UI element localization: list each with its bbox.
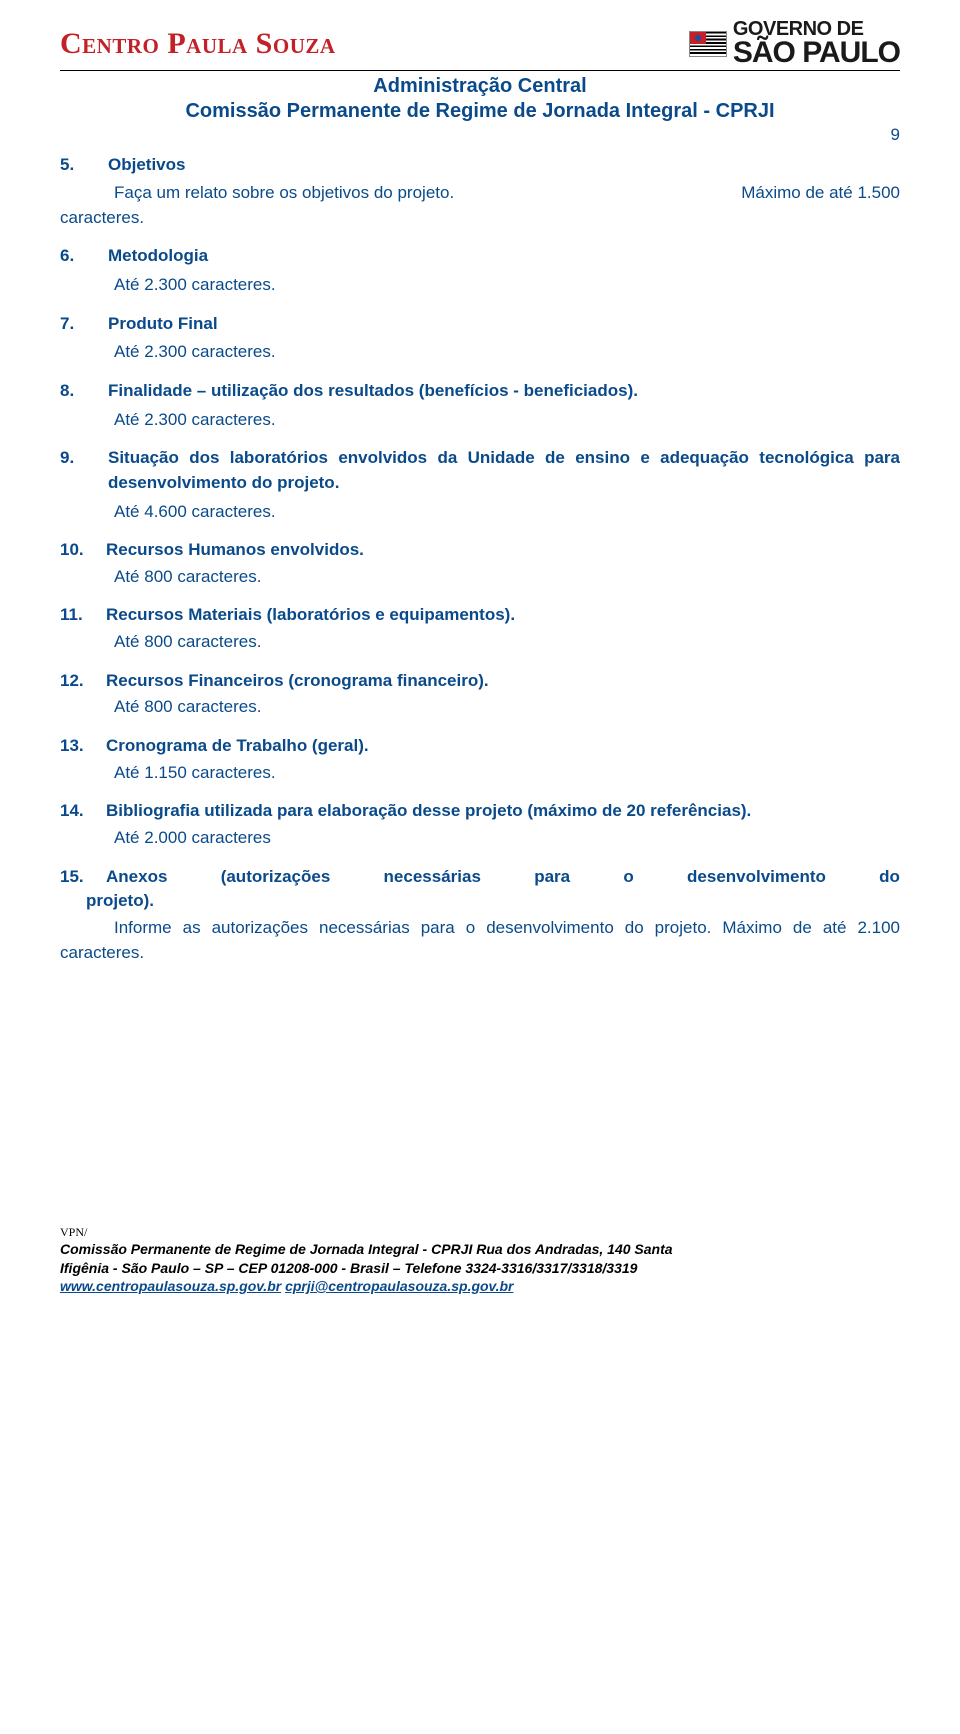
footer-vpn: VPN/	[60, 1225, 900, 1240]
section-limit: Até 2.300 caracteres.	[114, 408, 900, 433]
section-title: Situação dos laboratórios envolvidos da …	[108, 446, 900, 495]
section-title: Objetivos	[108, 153, 185, 178]
logo-governo-sp: GOVERNO DE SÃO PAULO	[689, 20, 900, 68]
body-left: Faça um relato sobre os objetivos do pro…	[114, 181, 454, 206]
section-num: 14.	[60, 799, 92, 824]
t6: desenvolvimento	[687, 865, 826, 890]
section-body: Informe as autorizações necessárias para…	[60, 916, 900, 965]
section-title: Bibliografia utilizada para elaboração d…	[106, 799, 900, 824]
t4: para	[534, 865, 570, 890]
section-num: 5.	[60, 153, 86, 178]
footer-email[interactable]: cprji@centropaulasouza.sp.gov.br	[285, 1278, 513, 1294]
page-number: 9	[60, 125, 900, 145]
section-num: 13.	[60, 734, 92, 759]
section-limit: Até 2.000 caracteres	[114, 826, 900, 851]
doc-title-1: Administração Central	[60, 75, 900, 98]
section-title: Cronograma de Trabalho (geral).	[106, 734, 369, 759]
section-title: Recursos Materiais (laboratórios e equip…	[106, 603, 515, 628]
t5: o	[623, 865, 633, 890]
section-14: 14. Bibliografia utilizada para elaboraç…	[60, 799, 900, 850]
section-body: Faça um relato sobre os objetivos do pro…	[114, 181, 900, 206]
footer: VPN/ Comissão Permanente de Regime de Jo…	[60, 1225, 900, 1294]
title-cont: projeto).	[86, 889, 900, 914]
header-logos: Centro Paula Souza GOVERNO DE SÃO PAULO	[60, 20, 900, 68]
logo-left-text: Centro Paula Souza	[60, 27, 336, 61]
section-num: 10.	[60, 538, 92, 563]
t7: do	[879, 865, 900, 890]
section-title: Recursos Financeiros (cronograma finance…	[106, 669, 489, 694]
section-title: Produto Final	[108, 312, 218, 337]
t3: necessárias	[384, 865, 481, 890]
section-num: 12.	[60, 669, 92, 694]
section-title: Recursos Humanos envolvidos.	[106, 538, 364, 563]
doc-title-2: Comissão Permanente de Regime de Jornada…	[60, 100, 900, 123]
section-12: 12. Recursos Financeiros (cronograma fin…	[60, 669, 900, 720]
section-limit: Até 800 caracteres.	[114, 565, 900, 590]
logo-centro-paula-souza: Centro Paula Souza	[60, 27, 336, 61]
section-10: 10. Recursos Humanos envolvidos. Até 800…	[60, 538, 900, 589]
gov-sp-text: GOVERNO DE SÃO PAULO	[733, 20, 900, 68]
section-num: 6.	[60, 244, 86, 269]
footer-line2: Ifigênia - São Paulo – SP – CEP 01208-00…	[60, 1259, 900, 1278]
section-13: 13. Cronograma de Trabalho (geral). Até …	[60, 734, 900, 785]
section-11: 11. Recursos Materiais (laboratórios e e…	[60, 603, 900, 654]
section-num: 11.	[60, 603, 92, 628]
section-num: 7.	[60, 312, 86, 337]
section-limit: Até 800 caracteres.	[114, 630, 900, 655]
header-divider	[60, 70, 900, 71]
gov-line2: SÃO PAULO	[733, 39, 900, 68]
document-content: 5. Objetivos Faça um relato sobre os obj…	[60, 153, 900, 966]
t1: Anexos	[106, 865, 167, 890]
section-limit: Até 800 caracteres.	[114, 695, 900, 720]
section-num: 8.	[60, 379, 86, 404]
section-num: 15.	[60, 865, 92, 890]
body-right: Máximo de até 1.500	[741, 181, 900, 206]
section-title: Finalidade – utilização dos resultados (…	[108, 379, 638, 404]
footer-links: www.centropaulasouza.sp.gov.br cprji@cen…	[60, 1278, 900, 1294]
section-15: 15. Anexos (autorizações necessárias par…	[60, 865, 900, 966]
document-titles: Administração Central Comissão Permanent…	[60, 75, 900, 123]
footer-url[interactable]: www.centropaulasouza.sp.gov.br	[60, 1278, 281, 1294]
section-limit: Até 1.150 caracteres.	[114, 761, 900, 786]
sp-flag-icon	[689, 31, 727, 57]
section-limit: Até 2.300 caracteres.	[114, 340, 900, 365]
section-6: 6. Metodologia Até 2.300 caracteres.	[60, 244, 900, 297]
section-limit: Até 4.600 caracteres.	[114, 500, 900, 525]
section-7: 7. Produto Final Até 2.300 caracteres.	[60, 312, 900, 365]
footer-line1: Comissão Permanente de Regime de Jornada…	[60, 1240, 900, 1259]
body-cont: caracteres.	[60, 206, 900, 231]
section-limit: Até 2.300 caracteres.	[114, 273, 900, 298]
section-title: Metodologia	[108, 244, 208, 269]
section-9: 9. Situação dos laboratórios envolvidos …	[60, 446, 900, 524]
section-num: 9.	[60, 446, 86, 495]
section-5: 5. Objetivos Faça um relato sobre os obj…	[60, 153, 900, 231]
t2: (autorizações	[221, 865, 331, 890]
section-8: 8. Finalidade – utilização dos resultado…	[60, 379, 900, 432]
